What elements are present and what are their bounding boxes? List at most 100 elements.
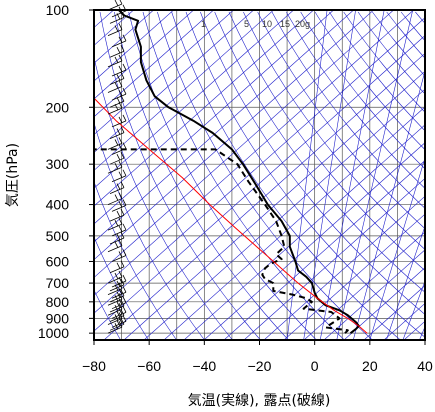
- wind-barb-flag: [118, 137, 123, 144]
- wind-barb-flag: [118, 23, 123, 30]
- dry-adiabat: [214, 11, 425, 293]
- wind-barbs: [107, 0, 127, 334]
- wind-barb-flag: [116, 47, 121, 54]
- wind-barb: [107, 143, 123, 150]
- wind-barb-flag: [120, 126, 125, 133]
- isotherm: [94, 10, 414, 296]
- wind-barb-flag: [122, 63, 127, 71]
- wind-barb-flag: [120, 278, 125, 286]
- wind-barb: [111, 69, 127, 77]
- wind-barb-flag: [114, 241, 119, 248]
- wind-barb: [111, 291, 127, 299]
- wind-barb-flag: [118, 239, 123, 246]
- wind-barb: [107, 276, 123, 284]
- wind-barb: [107, 245, 123, 253]
- wind-barb-flag: [114, 322, 119, 330]
- isotherm: [123, 70, 425, 340]
- dry-adiabat: [157, 11, 373, 340]
- wind-barb-flag: [116, 210, 121, 218]
- wind-barb: [109, 323, 125, 331]
- wind-barb: [111, 311, 127, 319]
- chart-grid: [94, 10, 425, 340]
- mixing-ratio-label: 20g: [295, 19, 310, 29]
- dewpoint-line: [94, 148, 349, 334]
- wind-barb-flag: [114, 56, 119, 64]
- dry-adiabat: [386, 11, 425, 59]
- wind-barb-flag: [122, 296, 127, 303]
- x-axis-ticks: −80 −60 −40 −20 0 20 40: [82, 340, 433, 374]
- wind-barb: [107, 60, 123, 68]
- isotherm: [343, 267, 425, 340]
- x-tick-label: −20: [248, 358, 272, 374]
- wind-barb-flag: [116, 74, 121, 81]
- wind-barb: [109, 315, 125, 322]
- wind-barb-flag: [114, 219, 119, 227]
- wind-barb-flag: [118, 217, 123, 225]
- wind-barb: [109, 78, 125, 85]
- mixing-ratio-line: [336, 10, 414, 340]
- wind-barb-flag: [122, 169, 127, 176]
- wind-barb-flag: [116, 301, 121, 309]
- wind-barb-flag: [118, 171, 123, 178]
- wind-barb-flag: [116, 154, 121, 161]
- x-tick-label: −40: [192, 358, 216, 374]
- wind-barb-flag: [118, 308, 123, 315]
- mixing-ratio-label: 15: [280, 19, 290, 29]
- wind-barb: [111, 321, 127, 328]
- dry-adiabat: [243, 11, 425, 250]
- wind-barb-flag: [122, 142, 127, 149]
- x-axis-label: 気温(実線), 露点(破線): [188, 393, 331, 409]
- wind-barb-flag: [118, 303, 123, 310]
- wind-barb: [107, 86, 123, 93]
- wind-barb-flag: [116, 97, 121, 104]
- wind-barb: [107, 29, 123, 36]
- y-tick-label: 200: [46, 99, 70, 115]
- isotherm: [94, 10, 334, 225]
- wind-barb: [107, 166, 123, 174]
- mixing-ratio-labels: 1 5 10 15 20g: [201, 19, 310, 29]
- wind-barb-flag: [114, 272, 119, 280]
- isotherm: [203, 142, 425, 340]
- dry-adiabat: [400, 11, 425, 42]
- wind-barb: [107, 318, 123, 325]
- dry-adiabat: [185, 11, 425, 338]
- wind-barb-flag: [116, 311, 121, 318]
- wind-barb: [107, 308, 123, 316]
- dry-adiabat: [128, 11, 317, 340]
- wind-barb-flag: [118, 116, 123, 124]
- wind-barb-flag: [120, 45, 125, 52]
- isotherm: [223, 160, 425, 340]
- isotherm: [283, 213, 425, 340]
- isotherm: [94, 10, 394, 278]
- dry-adiabat: [286, 11, 425, 189]
- wind-barb: [109, 295, 125, 303]
- wind-barb-flag: [114, 82, 119, 89]
- dry-adiabat: [314, 11, 425, 151]
- dry-adiabat: [94, 180, 177, 340]
- wind-barb: [111, 255, 127, 262]
- isotherm: [94, 10, 254, 153]
- isotherm: [323, 249, 425, 340]
- wind-barb-flag: [116, 233, 121, 241]
- isotherm: [94, 10, 374, 261]
- isotherm: [94, 10, 314, 207]
- dry-adiabat: [142, 11, 345, 340]
- wind-barb-flag: [120, 309, 125, 316]
- y-tick-label: 500: [46, 228, 70, 244]
- wind-barb-flag: [116, 320, 121, 327]
- isotherm: [94, 10, 214, 118]
- wind-barb: [111, 40, 127, 48]
- y-tick-label: 700: [46, 275, 70, 291]
- isotherm: [94, 10, 234, 136]
- y-tick-label: 100: [46, 2, 70, 18]
- y-axis-label: 気圧(hPa): [5, 143, 21, 207]
- y-tick-label: 900: [46, 310, 70, 326]
- wind-barb: [111, 10, 127, 18]
- y-tick-label: 800: [46, 294, 70, 310]
- isotherm: [94, 10, 174, 82]
- wind-barb-flag: [118, 36, 123, 43]
- wind-barb-flag: [120, 318, 125, 325]
- wind-barb-flag: [118, 54, 123, 62]
- x-tick-label: 0: [311, 358, 319, 374]
